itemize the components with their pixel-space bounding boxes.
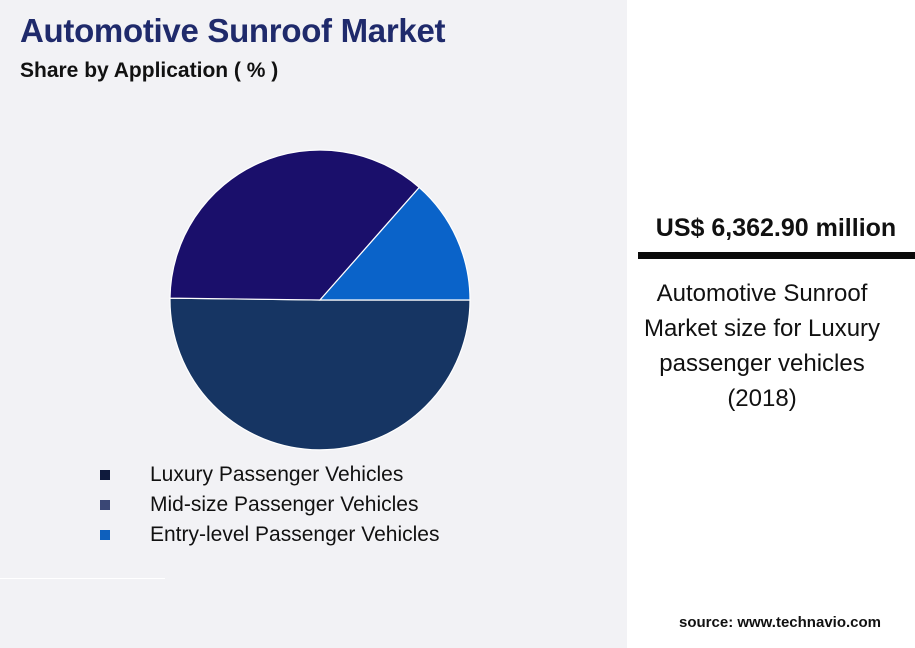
pie-slice-entry-level-passenger-vehicles: [318, 186, 471, 301]
highlight-panel: [627, 0, 915, 648]
value-underline: [638, 252, 915, 259]
legend-label: Entry-level Passenger Vehicles: [150, 523, 440, 546]
legend-item-mid-size-passenger-vehicles: Mid-size Passenger Vehicles: [100, 490, 439, 520]
legend-swatch: [100, 500, 110, 510]
panel-divider: [0, 578, 165, 579]
legend-label: Mid-size Passenger Vehicles: [150, 493, 419, 516]
legend-item-entry-level-passenger-vehicles: Entry-level Passenger Vehicles: [100, 520, 439, 550]
legend-swatch: [100, 470, 110, 480]
chart-legend: Luxury Passenger Vehicles Mid-size Passen…: [100, 460, 439, 550]
market-size-value: US$ 6,362.90 million: [655, 214, 897, 242]
pie-slice-luxury-passenger-vehicles: [169, 297, 471, 451]
legend-label: Luxury Passenger Vehicles: [150, 463, 404, 486]
chart-subtitle: Share by Application ( % ): [20, 59, 279, 82]
legend-swatch: [100, 530, 110, 540]
market-size-description: Automotive Sunroof Market size for Luxur…: [643, 280, 881, 412]
chart-title: Automotive Sunroof Market: [20, 12, 446, 49]
pie-chart: [169, 149, 471, 451]
legend-item-luxury-passenger-vehicles: Luxury Passenger Vehicles: [100, 460, 439, 490]
pie-slice-mid-size-passenger-vehicles: [169, 149, 421, 301]
source-note: source: www.technavio.com: [679, 614, 881, 631]
